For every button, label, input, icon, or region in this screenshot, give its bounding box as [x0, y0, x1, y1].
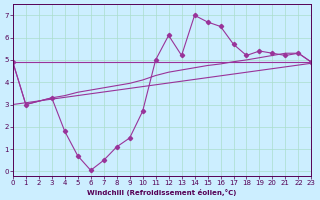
X-axis label: Windchill (Refroidissement éolien,°C): Windchill (Refroidissement éolien,°C) — [87, 189, 237, 196]
